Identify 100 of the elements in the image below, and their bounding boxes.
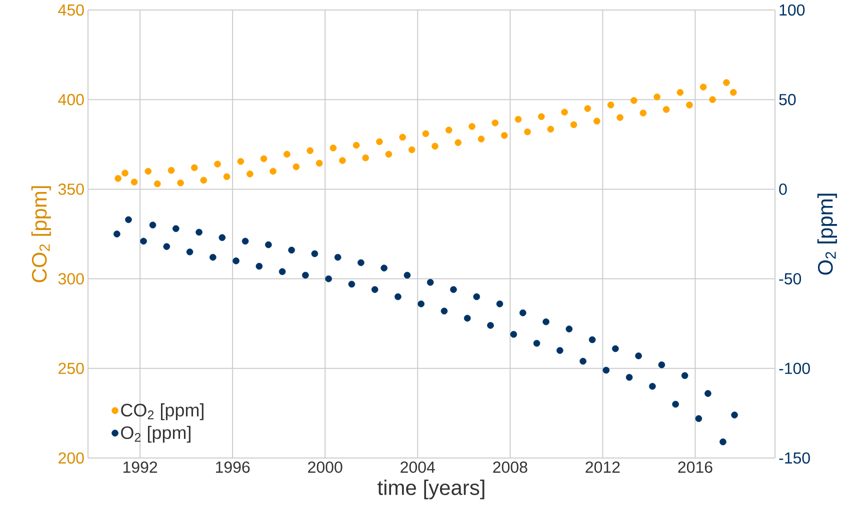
y2-tick-label: -50	[779, 273, 802, 284]
point	[510, 330, 518, 338]
point	[260, 155, 268, 162]
point	[385, 150, 392, 158]
point	[566, 326, 573, 332]
point	[709, 96, 716, 103]
point	[445, 126, 452, 134]
point	[270, 168, 276, 175]
point	[723, 79, 730, 86]
point	[265, 241, 272, 248]
y2-tick-label: 0	[779, 184, 787, 195]
point	[616, 114, 624, 121]
point	[422, 130, 430, 138]
point	[681, 372, 688, 379]
y2-tick-label: -100	[779, 362, 810, 374]
point	[186, 248, 194, 256]
point	[612, 345, 619, 352]
point	[496, 300, 504, 308]
point	[547, 126, 554, 133]
y2-tick-label: 50	[779, 94, 796, 106]
point	[602, 366, 610, 374]
point	[561, 108, 568, 116]
x-tick-label: 2012	[586, 462, 620, 473]
point	[302, 272, 309, 279]
point	[114, 175, 122, 182]
point	[311, 250, 318, 258]
x-tick-label: 2016	[678, 462, 712, 473]
point	[362, 154, 369, 162]
point	[292, 163, 300, 170]
x-tick-label: 2000	[308, 462, 342, 473]
point	[278, 268, 286, 276]
point	[191, 164, 198, 172]
point	[464, 314, 471, 322]
point	[440, 308, 448, 314]
point	[210, 254, 216, 261]
point	[404, 272, 411, 279]
point	[731, 412, 738, 418]
point	[246, 170, 254, 178]
point	[177, 180, 184, 186]
point	[695, 415, 702, 422]
point	[149, 222, 156, 228]
point	[700, 84, 707, 90]
point	[256, 262, 263, 270]
y2-tick-label: -150	[779, 452, 810, 464]
legend-label: CO$_{2}$ [ppm]	[121, 403, 204, 420]
point	[371, 286, 378, 293]
point	[376, 138, 383, 146]
y2-tick-label: 100	[780, 4, 805, 16]
point	[352, 142, 360, 149]
point	[214, 160, 221, 168]
point	[339, 157, 346, 164]
point	[130, 178, 138, 186]
point	[325, 275, 332, 282]
point	[284, 150, 290, 158]
legend-label: O$_{2}$ [ppm]	[121, 426, 190, 443]
point	[408, 146, 416, 154]
point	[704, 390, 712, 397]
point	[348, 280, 356, 288]
point	[500, 132, 508, 139]
point	[358, 259, 364, 266]
point	[168, 166, 175, 174]
point	[514, 116, 522, 123]
point	[232, 257, 240, 264]
point	[492, 119, 499, 126]
point	[140, 238, 147, 245]
point	[418, 300, 424, 308]
point	[580, 358, 586, 365]
point	[122, 170, 128, 176]
point	[542, 318, 550, 326]
point	[114, 230, 120, 238]
point	[172, 225, 180, 232]
point	[316, 160, 323, 167]
point	[125, 216, 132, 224]
point	[380, 264, 388, 272]
y-tick-label: 250	[58, 362, 84, 374]
point	[649, 382, 656, 390]
point	[556, 347, 564, 354]
point	[607, 102, 614, 108]
point	[630, 97, 638, 104]
y-axis-title: CO$_{2}$ [ppm]	[31, 186, 51, 282]
point	[524, 128, 531, 136]
point	[570, 121, 578, 128]
point	[196, 228, 202, 236]
point	[454, 139, 462, 146]
point	[399, 134, 406, 141]
point	[588, 336, 596, 344]
point	[237, 158, 244, 165]
point	[334, 254, 342, 261]
point	[288, 246, 295, 254]
point	[223, 173, 230, 180]
point	[163, 243, 170, 250]
point	[330, 144, 337, 152]
x-tick-label: 1992	[123, 462, 158, 473]
point	[676, 89, 684, 96]
x-tick-label: 2004	[400, 462, 435, 473]
point	[593, 118, 600, 124]
point	[658, 361, 666, 368]
point	[533, 340, 540, 347]
point	[200, 176, 208, 184]
point	[478, 136, 485, 142]
